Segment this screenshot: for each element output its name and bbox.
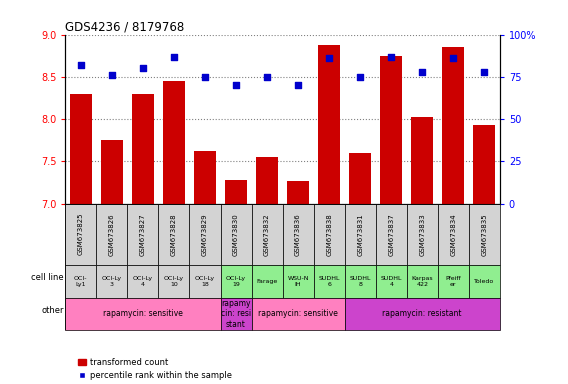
Bar xyxy=(375,204,407,265)
Bar xyxy=(345,204,375,265)
Bar xyxy=(314,265,345,298)
Text: SUDHL
4: SUDHL 4 xyxy=(381,276,402,287)
Text: GSM673832: GSM673832 xyxy=(264,213,270,256)
Text: OCI-Ly
4: OCI-Ly 4 xyxy=(133,276,153,287)
Bar xyxy=(158,265,190,298)
Bar xyxy=(220,204,252,265)
Text: GSM673825: GSM673825 xyxy=(78,213,84,255)
Bar xyxy=(190,265,220,298)
Point xyxy=(169,53,178,60)
Text: Toledo: Toledo xyxy=(474,279,495,284)
Bar xyxy=(70,94,91,204)
Legend: transformed count, percentile rank within the sample: transformed count, percentile rank withi… xyxy=(78,358,232,380)
Text: GSM673828: GSM673828 xyxy=(171,213,177,256)
Bar xyxy=(220,298,252,330)
Bar xyxy=(101,140,123,204)
Point xyxy=(262,74,272,80)
Text: GSM673836: GSM673836 xyxy=(295,213,301,256)
Point xyxy=(294,82,303,88)
Text: OCI-Ly
10: OCI-Ly 10 xyxy=(164,276,184,287)
Bar xyxy=(349,153,371,204)
Text: GSM673835: GSM673835 xyxy=(481,213,487,256)
Bar xyxy=(407,204,438,265)
Point xyxy=(107,72,116,78)
Bar xyxy=(318,45,340,204)
Text: GSM673826: GSM673826 xyxy=(109,213,115,256)
Bar xyxy=(407,265,438,298)
Text: GSM673827: GSM673827 xyxy=(140,213,146,256)
Bar xyxy=(345,265,375,298)
Point xyxy=(449,55,458,61)
Text: other: other xyxy=(41,306,64,315)
Text: WSU-N
IH: WSU-N IH xyxy=(287,276,309,287)
Text: rapamycin: sensitive: rapamycin: sensitive xyxy=(258,310,338,318)
Bar xyxy=(411,118,433,204)
Text: rapamycin: resistant: rapamycin: resistant xyxy=(382,310,462,318)
Bar xyxy=(127,265,158,298)
Point xyxy=(76,62,85,68)
Bar xyxy=(190,204,220,265)
Bar xyxy=(442,47,464,204)
Bar xyxy=(438,204,469,265)
Bar xyxy=(469,204,500,265)
Point xyxy=(139,65,148,71)
Bar xyxy=(287,181,309,204)
Bar xyxy=(127,204,158,265)
Bar xyxy=(252,204,283,265)
Text: OCI-Ly
18: OCI-Ly 18 xyxy=(195,276,215,287)
Text: GDS4236 / 8179768: GDS4236 / 8179768 xyxy=(65,20,185,33)
Bar xyxy=(283,265,314,298)
Text: SUDHL
8: SUDHL 8 xyxy=(349,276,371,287)
Text: GSM673831: GSM673831 xyxy=(357,213,363,256)
Bar xyxy=(97,204,127,265)
Bar xyxy=(225,180,247,204)
Text: OCI-
Ly1: OCI- Ly1 xyxy=(74,276,87,287)
Bar xyxy=(252,298,345,330)
Bar xyxy=(163,81,185,204)
Text: Karpas
422: Karpas 422 xyxy=(411,276,433,287)
Bar xyxy=(375,265,407,298)
Text: GSM673838: GSM673838 xyxy=(326,213,332,256)
Text: rapamy
cin: resi
stant: rapamy cin: resi stant xyxy=(221,299,251,329)
Text: GSM673834: GSM673834 xyxy=(450,213,456,256)
Text: SUDHL
6: SUDHL 6 xyxy=(319,276,340,287)
Bar xyxy=(97,265,127,298)
Bar xyxy=(469,265,500,298)
Point xyxy=(480,69,489,75)
Point xyxy=(324,55,333,61)
Bar xyxy=(256,157,278,204)
Bar xyxy=(314,204,345,265)
Bar xyxy=(132,94,154,204)
Text: GSM673833: GSM673833 xyxy=(419,213,425,256)
Text: OCI-Ly
3: OCI-Ly 3 xyxy=(102,276,122,287)
Bar xyxy=(158,204,190,265)
Point xyxy=(356,74,365,80)
Point xyxy=(417,69,427,75)
Bar xyxy=(220,265,252,298)
Text: GSM673829: GSM673829 xyxy=(202,213,208,256)
Text: GSM673837: GSM673837 xyxy=(388,213,394,256)
Text: GSM673830: GSM673830 xyxy=(233,213,239,256)
Bar xyxy=(65,265,97,298)
Point xyxy=(232,82,241,88)
Bar xyxy=(194,151,216,204)
Bar xyxy=(438,265,469,298)
Bar xyxy=(345,298,500,330)
Text: Pfeiff
er: Pfeiff er xyxy=(445,276,461,287)
Text: Farage: Farage xyxy=(256,279,278,284)
Bar xyxy=(65,204,97,265)
Bar xyxy=(252,265,283,298)
Text: rapamycin: sensitive: rapamycin: sensitive xyxy=(103,310,183,318)
Bar xyxy=(283,204,314,265)
Bar xyxy=(474,125,495,204)
Point xyxy=(387,53,396,60)
Bar xyxy=(65,298,220,330)
Point xyxy=(201,74,210,80)
Text: cell line: cell line xyxy=(31,273,64,282)
Bar xyxy=(381,56,402,204)
Text: OCI-Ly
19: OCI-Ly 19 xyxy=(226,276,246,287)
